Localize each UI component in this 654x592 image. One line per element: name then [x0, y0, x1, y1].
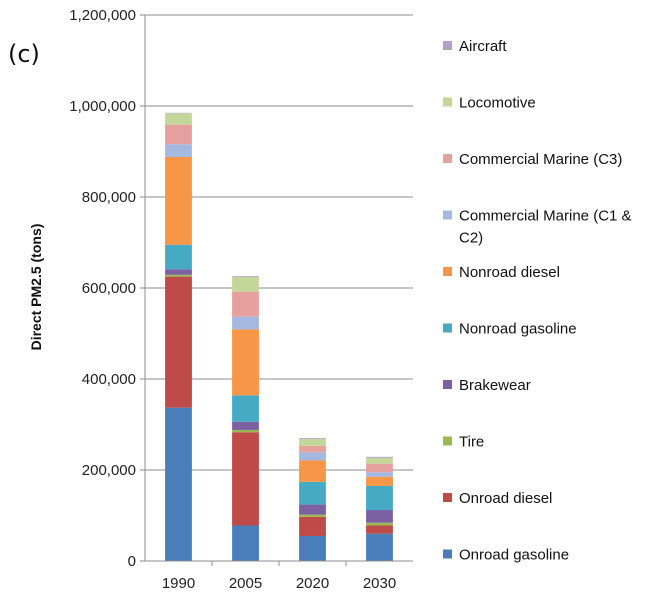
bar-segment — [165, 113, 192, 125]
bar-segment — [165, 124, 192, 145]
bar-segment — [299, 445, 326, 453]
bar-segment — [232, 276, 259, 278]
x-tick-label: 2005 — [229, 575, 262, 592]
x-axis-tick-labels: 1990 2005 2020 2030 — [162, 575, 396, 592]
legend-entry: Brakewear — [459, 377, 531, 394]
y-axis-label: Direct PM2.5 (tons) — [28, 224, 44, 351]
legend-swatch — [443, 380, 452, 389]
legend-swatch — [443, 493, 452, 502]
bar-segment — [232, 395, 259, 422]
bar-segment — [366, 456, 393, 458]
bar-segment — [299, 516, 326, 536]
bar-segment — [299, 452, 326, 461]
bar-segment — [232, 429, 259, 433]
bar-segment — [232, 291, 259, 317]
legend-swatch — [443, 436, 452, 446]
legend-swatch — [443, 97, 452, 107]
bar-segment — [165, 407, 192, 561]
bar-segment — [366, 525, 393, 534]
panel-label: (c) — [8, 40, 40, 68]
y-tick-label: 1,200,000 — [69, 7, 136, 24]
legend-entry: Tire — [459, 434, 484, 451]
legend-entry: Commercial Marine (C1 & C2) — [459, 208, 632, 247]
bar-segment — [232, 421, 259, 430]
bars — [165, 112, 393, 561]
x-tick-label: 1990 — [162, 575, 195, 592]
y-tick-label: 1,000,000 — [69, 98, 136, 115]
bar-segment — [299, 514, 326, 517]
bar-segment — [299, 481, 326, 505]
bar-segment — [299, 504, 326, 515]
bar-segment — [366, 463, 393, 473]
bar-segment — [165, 144, 192, 157]
bar-segment — [232, 525, 259, 561]
legend-swatch — [443, 267, 452, 276]
legend-entry: Locomotive — [459, 95, 536, 112]
bar-segment — [299, 535, 326, 561]
bar-segment — [299, 439, 326, 446]
bar-segment — [366, 457, 393, 464]
y-axis-tick-labels: 0 200,000 400,000 600,000 800,000 1,000,000 1,… — [69, 7, 136, 570]
legend-swatch — [443, 154, 452, 163]
bar-segment — [299, 438, 326, 440]
bar-segment — [165, 274, 192, 277]
axes — [144, 15, 413, 566]
y-tick-label: 0 — [128, 553, 136, 570]
legend-entry: Aircraft — [459, 38, 507, 55]
bar-segment — [366, 485, 393, 511]
y-tick-label: 800,000 — [82, 189, 136, 206]
legend-swatch — [443, 549, 452, 559]
y-tick-label: 400,000 — [82, 371, 136, 388]
legend-entry: Nonroad gasoline — [459, 321, 577, 338]
legend-entry: Onroad diesel — [459, 490, 552, 507]
legend: Aircraft Locomotive Commercial Marine (C3)… — [443, 38, 632, 564]
legend-swatch — [443, 41, 452, 50]
bar-segment — [366, 472, 393, 477]
x-tick-label: 2030 — [363, 575, 396, 592]
bar-segment — [232, 329, 259, 396]
bar-segment — [232, 277, 259, 292]
y-tick-label: 600,000 — [82, 280, 136, 297]
legend-entry: Commercial Marine (C3) — [459, 151, 622, 168]
bar-segment — [165, 269, 192, 275]
bar-segment — [232, 316, 259, 330]
legend-swatch — [443, 323, 452, 333]
bar-segment — [299, 460, 326, 482]
x-tick-label: 2020 — [296, 575, 329, 592]
bar-segment — [165, 156, 192, 245]
y-tick-label: 200,000 — [82, 462, 136, 479]
legend-entry: Nonroad diesel — [459, 264, 560, 281]
bar-segment — [232, 432, 259, 526]
legend-swatch — [443, 210, 452, 220]
bar-segment — [165, 244, 192, 270]
bar-segment — [366, 522, 393, 526]
bar-segment — [366, 510, 393, 523]
legend-entry: Onroad gasoline — [459, 547, 569, 564]
bar-segment — [165, 276, 192, 408]
bar-segment — [366, 533, 393, 561]
bar-segment — [366, 476, 393, 486]
